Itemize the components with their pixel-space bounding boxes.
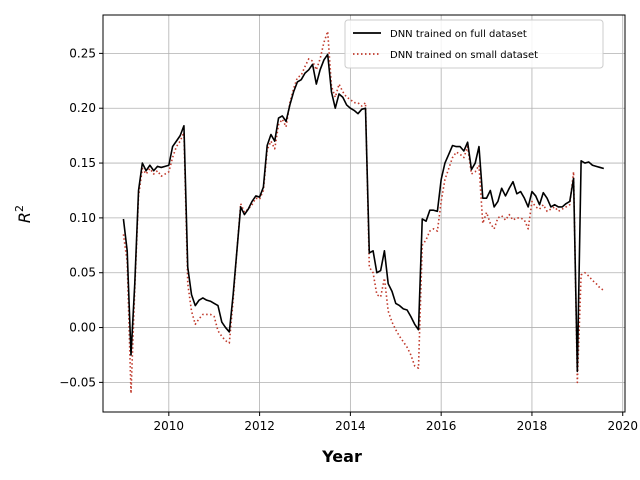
- x-tick-label: 2014: [335, 419, 366, 433]
- series-line-small-dataset: [122, 30, 605, 395]
- series-lines: [122, 30, 605, 395]
- y-axis-ticks: −0.05 0.00 0.05 0.10 0.15 0.20 0.25: [59, 46, 103, 389]
- axes-frame: [102, 14, 626, 413]
- y-tick-label: 0.00: [69, 321, 96, 335]
- legend-label-small: DNN trained on small dataset: [390, 50, 538, 61]
- grid: [103, 15, 625, 412]
- y-tick-label: 0.20: [69, 101, 96, 115]
- y-tick-label: 0.25: [69, 46, 96, 60]
- y-tick-label: 0.15: [69, 156, 96, 170]
- y-axis-label-base: R: [15, 212, 34, 223]
- x-tick-label: 2012: [244, 419, 275, 433]
- legend: DNN trained on full dataset DNN trained …: [344, 19, 604, 69]
- series-line-full-dataset: [122, 53, 605, 373]
- x-tick-label: 2010: [154, 419, 185, 433]
- x-tick-label: 2020: [607, 419, 638, 433]
- x-tick-label: 2016: [426, 419, 457, 433]
- y-axis-label-superscript: 2: [13, 205, 26, 212]
- x-tick-label: 2018: [517, 419, 548, 433]
- y-tick-label: −0.05: [59, 375, 96, 389]
- y-tick-label: 0.10: [69, 211, 96, 225]
- y-axis-label: R2: [13, 205, 34, 223]
- x-axis-label: Year: [321, 447, 362, 466]
- legend-box: [344, 19, 604, 69]
- legend-label-full: DNN trained on full dataset: [390, 29, 527, 40]
- x-axis-ticks: 2010 2012 2014 2016 2018 2020: [154, 412, 638, 433]
- y-tick-label: 0.05: [69, 266, 96, 280]
